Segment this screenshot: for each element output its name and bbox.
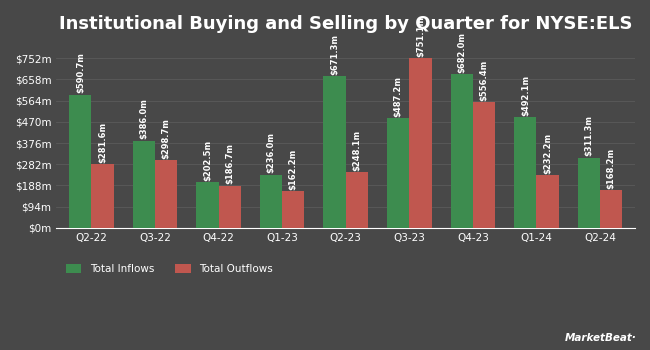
Text: $298.7m: $298.7m — [162, 118, 171, 159]
Bar — [578, 158, 600, 228]
Bar — [69, 94, 92, 228]
Text: $232.2m: $232.2m — [543, 133, 552, 174]
Text: $162.2m: $162.2m — [289, 149, 298, 190]
Text: $671.3m: $671.3m — [330, 34, 339, 75]
Bar — [218, 186, 241, 228]
Bar — [473, 102, 495, 228]
Text: $590.7m: $590.7m — [76, 52, 85, 93]
Text: $186.7m: $186.7m — [225, 144, 234, 184]
Bar — [346, 172, 368, 228]
Bar — [324, 76, 346, 228]
Bar — [514, 117, 536, 228]
Bar — [410, 58, 432, 228]
Bar — [600, 190, 622, 228]
Bar — [92, 164, 114, 228]
Text: $751.1m: $751.1m — [416, 16, 425, 57]
Bar — [282, 191, 304, 228]
Text: $492.1m: $492.1m — [521, 75, 530, 116]
Legend: Total Inflows, Total Outflows: Total Inflows, Total Outflows — [62, 260, 277, 278]
Bar — [387, 118, 410, 228]
Bar — [196, 182, 218, 228]
Text: $236.0m: $236.0m — [266, 132, 276, 173]
Text: $248.1m: $248.1m — [352, 130, 361, 170]
Text: $682.0m: $682.0m — [457, 32, 466, 73]
Bar — [133, 141, 155, 228]
Title: Institutional Buying and Selling by Quarter for NYSE:ELS: Institutional Buying and Selling by Quar… — [59, 15, 632, 33]
Text: $386.0m: $386.0m — [139, 99, 148, 139]
Bar — [450, 74, 473, 228]
Bar — [155, 161, 177, 228]
Text: MarketBeat·: MarketBeat· — [565, 333, 637, 343]
Bar — [536, 175, 559, 228]
Text: $556.4m: $556.4m — [480, 60, 489, 101]
Text: $202.5m: $202.5m — [203, 140, 212, 181]
Text: $311.3m: $311.3m — [584, 115, 593, 156]
Text: $487.2m: $487.2m — [394, 76, 403, 117]
Text: $168.2m: $168.2m — [606, 147, 616, 189]
Bar — [260, 175, 282, 228]
Text: $281.6m: $281.6m — [98, 122, 107, 163]
